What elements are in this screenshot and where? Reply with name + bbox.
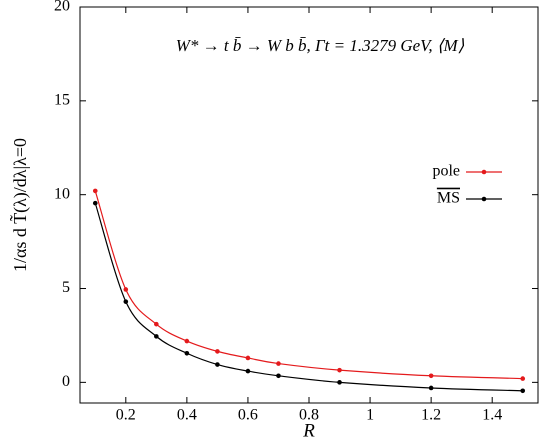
y-tick-label: 15 bbox=[54, 92, 70, 109]
series-line bbox=[94, 202, 523, 392]
y-tick-label: 20 bbox=[54, 0, 70, 15]
x-axis-label: R bbox=[302, 420, 315, 441]
chart-title: W* → t b̄ → W b b̄, Γt = 1.3279 GeV, ⟨M⟩ bbox=[176, 36, 465, 55]
data-point bbox=[92, 200, 98, 206]
y-tick-label: 0 bbox=[62, 373, 70, 390]
legend-marker bbox=[481, 169, 487, 175]
data-point bbox=[337, 380, 342, 385]
data-point bbox=[520, 388, 526, 394]
data-point bbox=[123, 299, 129, 304]
data-point bbox=[245, 355, 251, 361]
legend-marker bbox=[481, 196, 487, 202]
data-point bbox=[154, 334, 159, 339]
data-point bbox=[184, 350, 190, 356]
data-point bbox=[123, 287, 129, 292]
x-tick-label: 1.4 bbox=[482, 407, 502, 424]
data-point bbox=[276, 361, 281, 366]
data-point bbox=[428, 373, 434, 379]
y-tick-label: 5 bbox=[62, 279, 70, 296]
data-point bbox=[184, 338, 190, 344]
data-point bbox=[245, 368, 251, 374]
y-axis-label: 1/αs d T̃(λ)/dλ|λ=0 bbox=[9, 138, 32, 272]
x-tick-label: 0.6 bbox=[238, 407, 258, 424]
x-tick-label: 0.4 bbox=[177, 407, 197, 424]
data-point bbox=[520, 376, 526, 381]
x-tick-label: 0.8 bbox=[299, 407, 319, 424]
series-line bbox=[94, 190, 523, 380]
legend-label: MS bbox=[437, 190, 460, 207]
x-tick-label: 1 bbox=[366, 407, 374, 424]
data-point bbox=[215, 362, 220, 367]
x-tick-label: 1.2 bbox=[421, 407, 441, 424]
data-point bbox=[215, 349, 220, 354]
data-point bbox=[154, 321, 159, 327]
y-tick-label: 10 bbox=[54, 185, 70, 202]
data-point bbox=[337, 367, 342, 373]
legend-label: pole bbox=[432, 163, 460, 180]
data-point bbox=[276, 373, 281, 379]
plot-frame bbox=[79, 6, 539, 404]
x-tick-label: 0.2 bbox=[116, 407, 136, 424]
data-point bbox=[428, 385, 434, 391]
data-point bbox=[92, 188, 98, 194]
